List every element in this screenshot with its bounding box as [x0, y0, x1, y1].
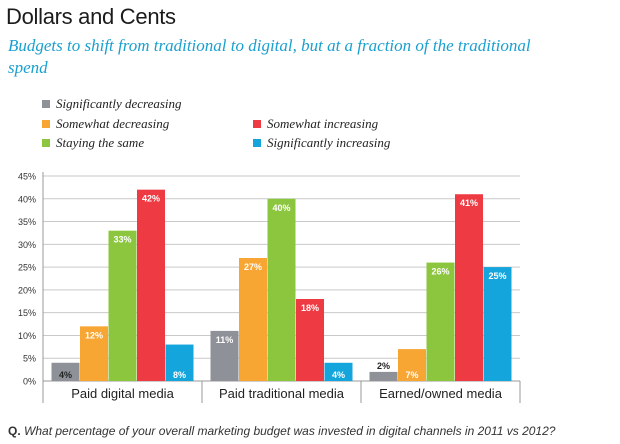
- bar: [296, 299, 324, 381]
- legend-swatch: [253, 120, 261, 128]
- y-tick-label: 30%: [18, 240, 36, 250]
- chart-subtitle: Budgets to shift from traditional to dig…: [8, 36, 531, 77]
- legend-item-somewhat-decreasing: Somewhat decreasing: [42, 116, 169, 132]
- bar: [165, 344, 194, 381]
- legend-label: Significantly decreasing: [56, 96, 182, 111]
- chart-title: Dollars and Cents: [6, 4, 176, 29]
- bar: [369, 371, 398, 381]
- legend-item-staying-the-same: Staying the same: [42, 135, 144, 151]
- legend-swatch: [42, 100, 50, 108]
- question-prefix: Q.: [8, 424, 21, 438]
- bar-value-label: 40%: [272, 203, 290, 213]
- bar-value-label: 4%: [332, 370, 345, 380]
- bar: [210, 330, 239, 381]
- y-tick-label: 5%: [23, 354, 36, 364]
- legend-label: Staying the same: [56, 135, 145, 150]
- bar-value-label: 33%: [113, 235, 131, 245]
- legend-label: Somewhat increasing: [267, 116, 379, 131]
- legend-item-significantly-decreasing: Significantly decreasing: [42, 96, 182, 112]
- bar-value-label: 7%: [405, 370, 418, 380]
- legend-item-significantly-increasing: Significantly increasing: [253, 135, 390, 151]
- bar: [108, 230, 137, 381]
- bar-value-label: 41%: [460, 198, 478, 208]
- bar: [239, 258, 267, 381]
- bar-value-label: 11%: [216, 335, 234, 345]
- y-tick-label: 10%: [18, 331, 36, 341]
- bar: [483, 267, 512, 381]
- x-category-label: Earned/owned media: [379, 386, 503, 401]
- legend-swatch: [42, 120, 50, 128]
- bar: [398, 349, 426, 381]
- bar-value-label: 25%: [488, 271, 506, 281]
- bar-value-label: 18%: [301, 303, 319, 313]
- y-tick-label: 25%: [18, 263, 36, 273]
- bar: [267, 198, 296, 381]
- bar: [137, 189, 165, 381]
- legend-label: Significantly increasing: [267, 135, 391, 150]
- legend-label: Somewhat decreasing: [56, 116, 170, 131]
- legend-item-somewhat-increasing: Somewhat increasing: [253, 116, 378, 132]
- legend-swatch: [42, 139, 50, 147]
- y-tick-label: 20%: [18, 285, 36, 295]
- y-tick-label: 40%: [18, 194, 36, 204]
- x-category-label: Paid traditional media: [219, 386, 345, 401]
- legend-swatch: [253, 139, 261, 147]
- bar: [51, 362, 80, 381]
- x-category-label: Paid digital media: [71, 386, 174, 401]
- y-tick-label: 15%: [18, 308, 36, 318]
- bar: [324, 362, 353, 381]
- bar-value-label: 42%: [142, 194, 160, 204]
- bar: [455, 194, 483, 381]
- bar: [426, 262, 455, 381]
- bar-value-label: 27%: [244, 262, 262, 272]
- y-tick-label: 0%: [23, 377, 36, 387]
- question-text: What percentage of your overall marketin…: [24, 424, 556, 438]
- bar-value-label: 8%: [173, 370, 186, 380]
- bar-value-label: 26%: [431, 267, 449, 277]
- y-tick-label: 35%: [18, 217, 36, 227]
- bar-value-label: 4%: [59, 370, 72, 380]
- bar-value-label: 2%: [377, 361, 390, 371]
- y-tick-label: 45%: [18, 172, 36, 182]
- footer-question: Q. What percentage of your overall marke…: [8, 424, 555, 438]
- bar: [80, 326, 108, 381]
- bar-value-label: 12%: [85, 330, 103, 340]
